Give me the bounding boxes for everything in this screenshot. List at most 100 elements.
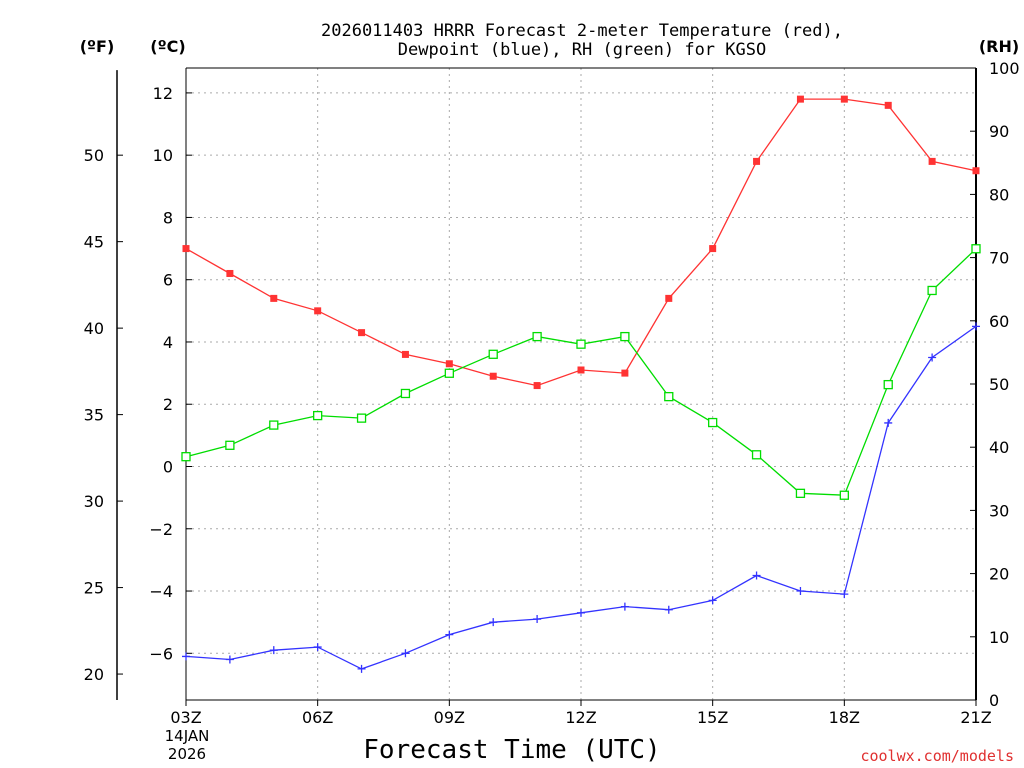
f-tick-label-35: 35: [84, 406, 104, 425]
2-meter-temperature-point-9z: [445, 360, 453, 368]
rh-tick-label-10: 10: [989, 628, 1009, 647]
rh-point-5z: [269, 420, 279, 430]
f-tick-label-20: 20: [84, 665, 104, 684]
rh-point-3z: [181, 452, 191, 462]
dewpoint-point-6z: [313, 643, 322, 652]
rh-point-12z: [576, 339, 586, 349]
x-tick-label-15Z: 15Z: [697, 708, 728, 727]
2-meter-temperature-point-11z: [533, 382, 541, 390]
rh-tick-label-50: 50: [989, 375, 1009, 394]
dewpoint-point-16z: [752, 571, 761, 580]
2-meter-temperature-point-20z: [928, 157, 936, 165]
dewpoint-point-18z: [840, 590, 849, 599]
2-meter-temperature-point-21z: [972, 167, 980, 175]
dewpoint-point-4z: [225, 655, 234, 664]
chart-title-line-1: 2026011403 HRRR Forecast 2-meter Tempera…: [321, 21, 843, 41]
2-meter-temperature-point-15z: [709, 245, 717, 253]
dewpoint-point-15z: [708, 596, 717, 605]
c-tick-label--2: −2: [149, 520, 173, 539]
2-meter-temperature-point-14z: [665, 294, 673, 302]
rh-point-13z: [620, 331, 630, 342]
rh-tick-label-90: 90: [989, 122, 1009, 141]
dewpoint-point-7z: [357, 664, 366, 673]
c-tick-label-6: 6: [163, 271, 173, 290]
c-tick-label--4: −4: [149, 582, 173, 601]
source-credit: coolwx.com/models: [860, 747, 1014, 765]
c-tick-label--6: −6: [149, 644, 173, 663]
dewpoint-point-5z: [269, 646, 278, 655]
dewpoint-point-17z: [796, 587, 805, 596]
rh-tick-label-0: 0: [989, 691, 999, 710]
axes: [116, 67, 977, 706]
rh-point-16z: [751, 450, 762, 460]
f-tick-label-45: 45: [84, 233, 104, 252]
f-tick-label-40: 40: [84, 319, 104, 338]
dewpoint-point-13z: [620, 602, 629, 611]
x-tick-label-06Z: 06Z: [302, 708, 333, 727]
dewpoint-point-3z: [182, 652, 190, 661]
chart-title-line-2: Dewpoint (blue), RH (green) for KGSO: [398, 40, 766, 60]
2-meter-temperature-point-4z: [226, 269, 234, 277]
rh-tick-label-100: 100: [989, 59, 1020, 78]
2-meter-temperature-point-3z: [182, 245, 190, 253]
2-meter-temperature-point-18z: [840, 95, 848, 103]
x-tick-label-12Z: 12Z: [565, 708, 596, 727]
dewpoint-point-10z: [489, 618, 498, 627]
rh-point-20z: [927, 285, 937, 296]
rh-point-6z: [313, 410, 323, 421]
2-meter-temperature-point-19z: [884, 101, 892, 109]
2-meter-temperature-point-10z: [489, 372, 497, 380]
c-tick-label-8: 8: [163, 208, 173, 227]
rh-tick-label-30: 30: [989, 501, 1009, 520]
x-tick-label-21Z: 21Z: [960, 708, 991, 727]
rh-point-7z: [356, 413, 367, 423]
rh-tick-label-60: 60: [989, 312, 1009, 331]
x-tick-label-18Z: 18Z: [829, 708, 860, 727]
rh-point-18z: [839, 490, 849, 500]
c-tick-label-12: 12: [153, 84, 173, 103]
rh-point-19z: [883, 379, 893, 390]
x-axis-label: Forecast Time (UTC): [363, 735, 660, 765]
c-tick-label-10: 10: [153, 146, 173, 165]
2-meter-temperature-point-17z: [796, 95, 804, 103]
start-date-year: 2026: [168, 745, 206, 763]
rh-tick-label-80: 80: [989, 185, 1009, 204]
x-tick-label-09Z: 09Z: [434, 708, 465, 727]
grid-lines: [186, 68, 976, 700]
dewpoint-point-19z: [884, 418, 893, 427]
dewpoint-line: [185, 325, 977, 670]
2-meter-temperature-point-13z: [621, 369, 629, 377]
2-meter-temperature-point-12z: [577, 366, 585, 374]
rh-point-8z: [400, 388, 411, 399]
rh-tick-label-40: 40: [989, 438, 1009, 457]
dewpoint-point-12z: [577, 608, 585, 617]
c-tick-label-0: 0: [163, 458, 173, 477]
f-tick-label-25: 25: [84, 579, 104, 598]
rh-point-10z: [488, 349, 498, 359]
rh-point-9z: [444, 368, 454, 378]
rh-point-14z: [664, 391, 674, 402]
dewpoint-point-9z: [445, 630, 454, 639]
c-tick-label-4: 4: [163, 333, 173, 352]
2-meter-temperature-point-16z: [753, 157, 761, 165]
rh-point-11z: [532, 331, 542, 342]
dewpoint-point-14z: [664, 605, 673, 614]
celsius-axis-unit: (ºC): [150, 37, 185, 56]
2-meter-temperature-point-8z: [401, 350, 409, 358]
f-tick-label-30: 30: [84, 492, 104, 511]
start-date-day: 14JAN: [165, 727, 210, 745]
2-meter-temperature-point-5z: [270, 294, 278, 302]
rh-point-17z: [795, 488, 806, 498]
2-meter-temperature-point-7z: [358, 329, 366, 337]
c-tick-label-2: 2: [163, 395, 173, 414]
rh-tick-label-20: 20: [989, 565, 1009, 584]
rh-point-15z: [708, 417, 718, 428]
f-tick-label-50: 50: [84, 146, 104, 165]
dewpoint-point-11z: [533, 615, 542, 624]
fahrenheit-axis-unit: (ºF): [80, 37, 115, 56]
2-meter-temperature-point-6z: [314, 307, 322, 315]
dewpoint-point-20z: [928, 353, 937, 362]
rh-point-21z: [971, 244, 981, 254]
rh-point-4z: [225, 440, 235, 450]
